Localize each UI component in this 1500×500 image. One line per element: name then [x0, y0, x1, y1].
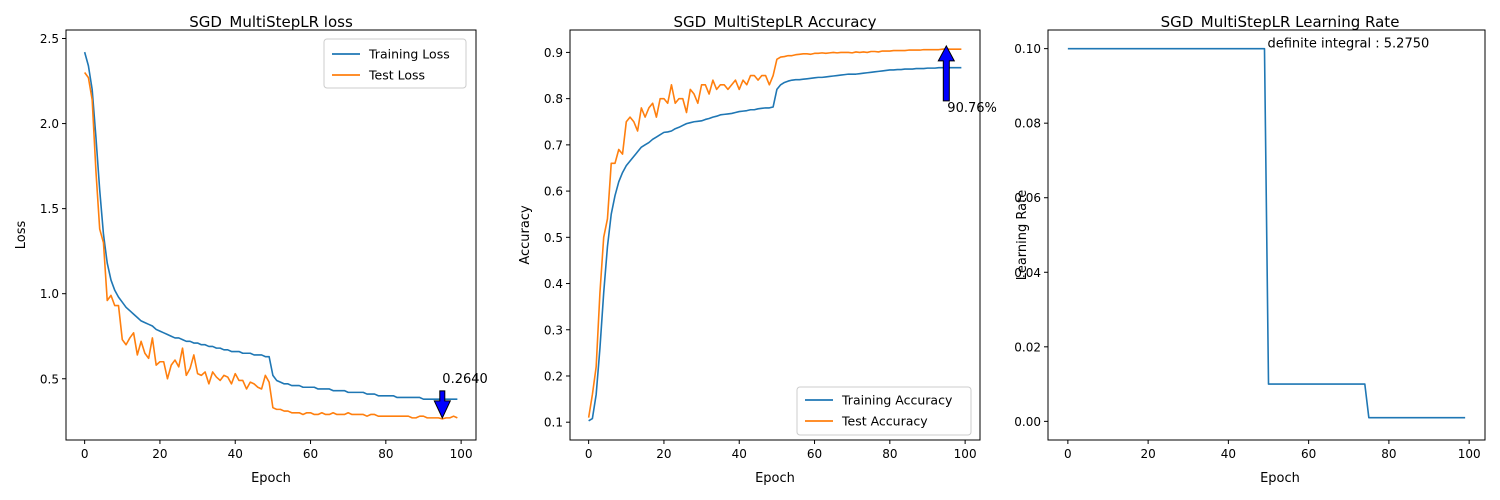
learning-rate-chart-title: SGD_MultiStepLR Learning Rate [1161, 13, 1400, 32]
learning-rate-plot-area [1067, 47, 1466, 419]
learning-rate-y-tick-label: 0.02 [1014, 340, 1041, 354]
accuracy-y-tick-label: 0.3 [544, 323, 563, 337]
learning-rate-y-tick-label: 0.00 [1014, 415, 1041, 429]
learning-rate-series-0-line [1067, 47, 1466, 419]
accuracy-x-tick-label: 0 [585, 447, 593, 461]
accuracy-legend-label-test: Test Accuracy [841, 414, 928, 429]
accuracy-x-tick-label: 40 [732, 447, 747, 461]
accuracy-plot-frame [569, 29, 981, 441]
learning-rate-x-tick-label: 60 [1301, 447, 1316, 461]
accuracy-max-annotation: 90.76% [947, 101, 997, 116]
loss-x-tick-label: 80 [378, 447, 393, 461]
loss-min-arrow [433, 390, 452, 420]
loss-y-tick-label: 2.5 [40, 32, 59, 46]
accuracy-plot-area [587, 44, 962, 422]
loss-min-annotation: 0.2640 [442, 372, 488, 387]
accuracy-x-tick-label: 60 [807, 447, 822, 461]
learning-rate-plot-frame [1047, 29, 1486, 441]
learning-rate-x-tick-label: 0 [1064, 447, 1072, 461]
accuracy-y-tick-label: 0.8 [544, 92, 563, 106]
learning-rate-x-tick-label: 40 [1221, 447, 1236, 461]
accuracy-y-tick-label: 0.1 [544, 416, 563, 430]
loss-chart-title: SGD_MultiStepLR loss [189, 13, 353, 32]
accuracy-legend-label-training: Training Accuracy [841, 393, 953, 408]
accuracy-training-accuracy-line [588, 66, 962, 422]
accuracy-y-tick-label: 0.7 [544, 138, 563, 152]
loss-x-tick-label: 60 [303, 447, 318, 461]
accuracy-max-arrow [937, 44, 956, 102]
loss-x-tick-label: 0 [81, 447, 89, 461]
loss-plot-frame [65, 29, 477, 441]
accuracy-y-tick-label: 0.5 [544, 231, 563, 245]
accuracy-y-tick-label: 0.4 [544, 277, 563, 291]
loss-legend-label-training: Training Loss [368, 47, 450, 62]
accuracy-legend-box [796, 386, 972, 436]
learning-rate-x-axis-label: Epoch [1260, 471, 1300, 486]
loss-x-tick-label: 20 [152, 447, 167, 461]
accuracy-y-tick-label: 0.9 [544, 46, 563, 60]
learning-rate-x-tick-label: 100 [1458, 447, 1481, 461]
learning-rate-integral-annotation: definite integral : 5.2750 [1267, 37, 1429, 52]
loss-legend: Training Loss Test Loss [323, 38, 467, 89]
loss-y-tick-label: 2.0 [40, 117, 59, 131]
accuracy-chart-title: SGD_MultiStepLR Accuracy [673, 13, 876, 32]
loss-x-tick-label: 40 [228, 447, 243, 461]
accuracy-y-tick-label: 0.2 [544, 369, 563, 383]
loss-y-tick-label: 0.5 [40, 372, 59, 386]
accuracy-legend: Training Accuracy Test Accuracy [796, 386, 972, 436]
loss-x-axis-label: Epoch [251, 471, 291, 486]
accuracy-x-tick-label: 80 [882, 447, 897, 461]
loss-plot-area [83, 51, 458, 420]
loss-y-tick-label: 1.5 [40, 202, 59, 216]
accuracy-y-tick-label: 0.6 [544, 185, 563, 199]
accuracy-chart: SGD_MultiStepLR Accuracy Epoch Accuracy … [518, 13, 997, 486]
loss-y-axis-label: Loss [14, 221, 29, 250]
loss-x-tick-label: 100 [450, 447, 473, 461]
learning-rate-y-tick-label: 0.04 [1014, 266, 1041, 280]
learning-rate-y-tick-label: 0.08 [1014, 117, 1041, 131]
loss-test-loss-line [83, 72, 458, 420]
learning-rate-y-axis-label: Learning Rate [1015, 190, 1030, 280]
learning-rate-chart: SGD_MultiStepLR Learning Rate Epoch Lear… [1014, 13, 1486, 486]
loss-training-loss-line [83, 51, 458, 400]
loss-y-tick-label: 1.0 [40, 287, 59, 301]
accuracy-x-axis-label: Epoch [755, 471, 795, 486]
loss-chart: SGD_MultiStepLR loss Epoch Loss Training… [14, 13, 488, 486]
accuracy-x-tick-label: 100 [954, 447, 977, 461]
learning-rate-y-tick-label: 0.06 [1014, 191, 1041, 205]
learning-rate-y-tick-label: 0.10 [1014, 42, 1041, 56]
accuracy-test-accuracy-line [587, 48, 962, 418]
learning-rate-x-tick-label: 20 [1140, 447, 1155, 461]
accuracy-y-axis-label: Accuracy [518, 205, 533, 265]
loss-legend-label-test: Test Loss [368, 68, 425, 83]
accuracy-x-tick-label: 20 [656, 447, 671, 461]
learning-rate-x-tick-label: 80 [1381, 447, 1396, 461]
